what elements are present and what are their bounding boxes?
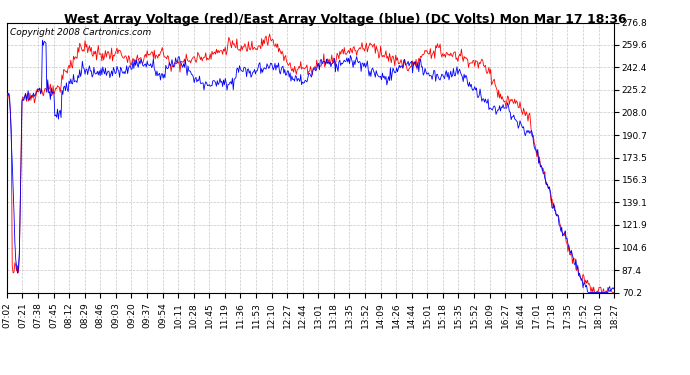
Text: West Array Voltage (red)/East Array Voltage (blue) (DC Volts) Mon Mar 17 18:36: West Array Voltage (red)/East Array Volt…	[63, 13, 627, 26]
Text: Copyright 2008 Cartronics.com: Copyright 2008 Cartronics.com	[10, 28, 151, 37]
